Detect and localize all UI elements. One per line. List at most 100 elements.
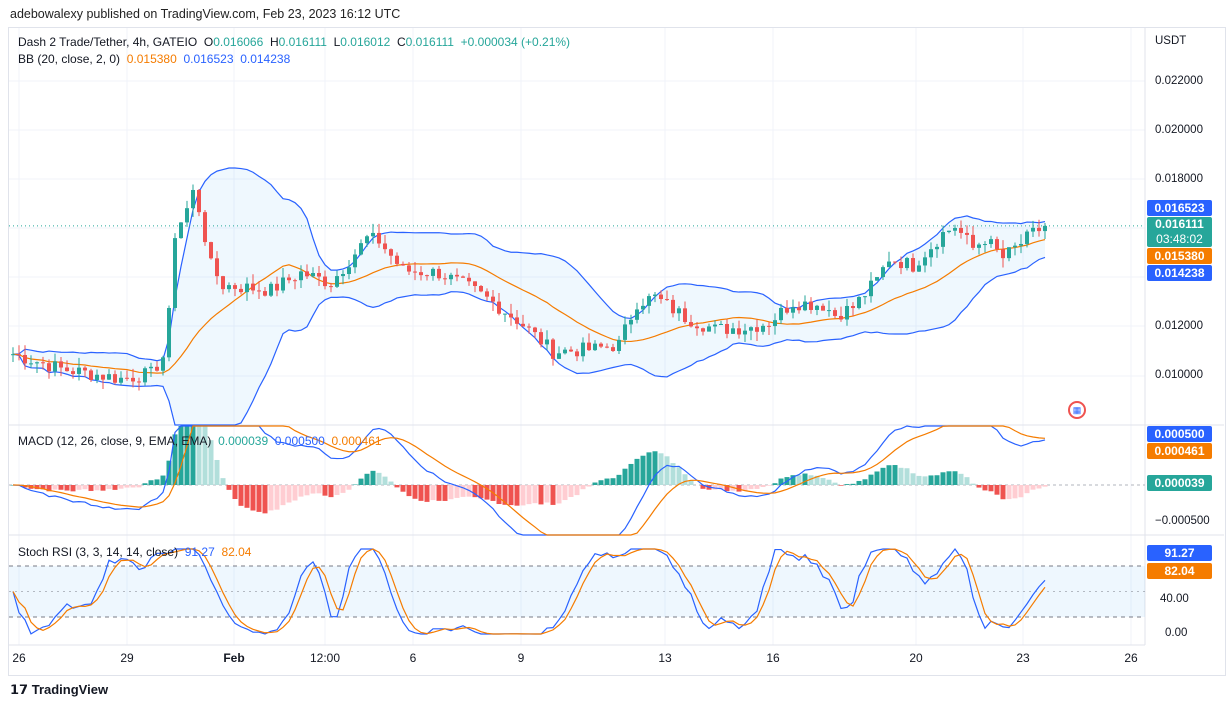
bb-basis-line <box>12 238 1046 374</box>
candle-body <box>977 244 981 248</box>
candle-body <box>755 327 759 332</box>
macd-histogram-bar <box>316 485 322 494</box>
macd-histogram-bar <box>712 485 718 490</box>
candle-body <box>263 291 267 296</box>
candle-body <box>581 342 585 357</box>
candle-body <box>887 261 891 268</box>
macd-histogram-bar <box>544 485 550 503</box>
macd-histogram-bar <box>616 474 622 485</box>
macd-histogram-bar <box>292 485 298 501</box>
bb-upper-tag: 0.016523 <box>1147 200 1212 216</box>
candle-body <box>425 275 429 277</box>
candle-body <box>353 254 357 268</box>
candle-body <box>695 326 699 329</box>
candle-body <box>929 249 933 258</box>
candle-body <box>1031 227 1035 232</box>
candle-body <box>389 249 393 256</box>
candle-body <box>635 309 639 320</box>
macd-histogram-bar <box>106 485 112 490</box>
macd-histogram-bar <box>994 485 1000 495</box>
stoch-legend[interactable]: Stoch RSI (3, 3, 14, 14, close) 91.27 82… <box>18 545 251 559</box>
open-label: O <box>203 35 214 49</box>
candle-body <box>41 362 45 364</box>
macd-histogram-bar <box>52 485 58 490</box>
bb-legend[interactable]: BB (20, close, 2, 0) 0.015380 0.016523 0… <box>18 52 290 66</box>
macd-histogram-bar <box>130 485 136 488</box>
macd-histogram-bar <box>928 475 934 485</box>
candle-body <box>401 263 405 266</box>
tv-logo-icon: 𝟭𝟳 <box>10 682 29 697</box>
stoch-tick: 0.00 <box>1165 627 1188 639</box>
macd-histogram-bar <box>244 485 250 508</box>
stoch-band-fill <box>9 566 1145 617</box>
macd-histogram-bar <box>514 485 520 506</box>
candle-body <box>587 342 591 351</box>
candle-body <box>881 267 885 278</box>
us-flag-icon[interactable]: ▦ <box>1068 401 1086 419</box>
candle-body <box>563 349 567 354</box>
candle-body <box>737 328 741 335</box>
candle-body <box>911 258 915 272</box>
brand-name: TradingView <box>31 682 109 697</box>
macd-histogram-bar <box>910 473 916 485</box>
candle-body <box>239 288 243 293</box>
price-tick: 0.020000 <box>1155 124 1203 136</box>
candle-body <box>293 280 297 282</box>
candle-body <box>245 283 249 293</box>
change-value: +0.000034 (+0.21%) <box>460 35 571 49</box>
macd-histogram-bar <box>334 485 340 495</box>
macd-histogram-bar <box>1024 485 1030 494</box>
candle-body <box>917 265 921 272</box>
macd-histogram-bar <box>382 476 388 485</box>
high-value: 0.016111 <box>278 35 327 49</box>
stoch-tick: 40.00 <box>1160 593 1189 605</box>
macd-legend[interactable]: MACD (12, 26, close, 9, EMA, EMA) 0.0000… <box>18 434 382 448</box>
candle-body <box>629 319 633 325</box>
stoch-k-tag: 91.27 <box>1147 545 1212 561</box>
macd-histogram-bar <box>88 485 94 491</box>
candle-body <box>713 324 717 327</box>
candle-body <box>173 238 177 308</box>
candle-body <box>113 374 117 383</box>
macd-histogram-bar <box>142 483 148 485</box>
candle-body <box>161 357 165 371</box>
macd-histogram-bar <box>172 434 178 485</box>
macd-histogram-bar <box>976 485 982 488</box>
candle-body <box>827 310 831 312</box>
candle-body <box>107 374 111 380</box>
macd-histogram-bar <box>778 478 784 485</box>
open-value: 0.016066 <box>213 35 264 49</box>
candle-body <box>683 308 687 323</box>
candle-body <box>1019 243 1023 246</box>
macd-histogram-bar <box>286 485 292 503</box>
tradingview-logo[interactable]: 𝟭𝟳 TradingView <box>10 682 108 698</box>
macd-histogram-bar <box>766 485 772 486</box>
bb-lower-value: 0.014238 <box>240 52 291 66</box>
candle-body <box>767 325 771 327</box>
candle-body <box>47 363 51 372</box>
macd-histogram-bar <box>238 485 244 506</box>
macd-histogram-bar <box>196 426 202 485</box>
macd-histogram-bar <box>160 475 166 485</box>
candle-body <box>533 327 537 333</box>
candle-body <box>515 317 519 324</box>
candle-body <box>893 261 897 263</box>
candle-body <box>707 326 711 332</box>
candle-body <box>641 305 645 310</box>
macd-signal-value: 0.000461 <box>331 434 382 448</box>
date-label: 9 <box>517 651 525 665</box>
candle-body <box>725 323 729 334</box>
macd-histogram-bar <box>202 426 208 485</box>
price-tick: 0.010000 <box>1155 369 1203 381</box>
macd-histogram-bar <box>1000 485 1006 500</box>
date-label: 6 <box>409 651 417 665</box>
candle-body <box>701 328 705 332</box>
macd-histogram-bar <box>406 485 412 497</box>
candle-body <box>419 272 423 276</box>
symbol-legend[interactable]: Dash 2 Trade/Tether, 4h, GATEIO O0.01606… <box>18 35 570 49</box>
macd-histogram-bar <box>988 485 994 492</box>
candle-body <box>185 208 189 223</box>
candle-body <box>569 349 573 352</box>
candle-body <box>557 353 561 359</box>
